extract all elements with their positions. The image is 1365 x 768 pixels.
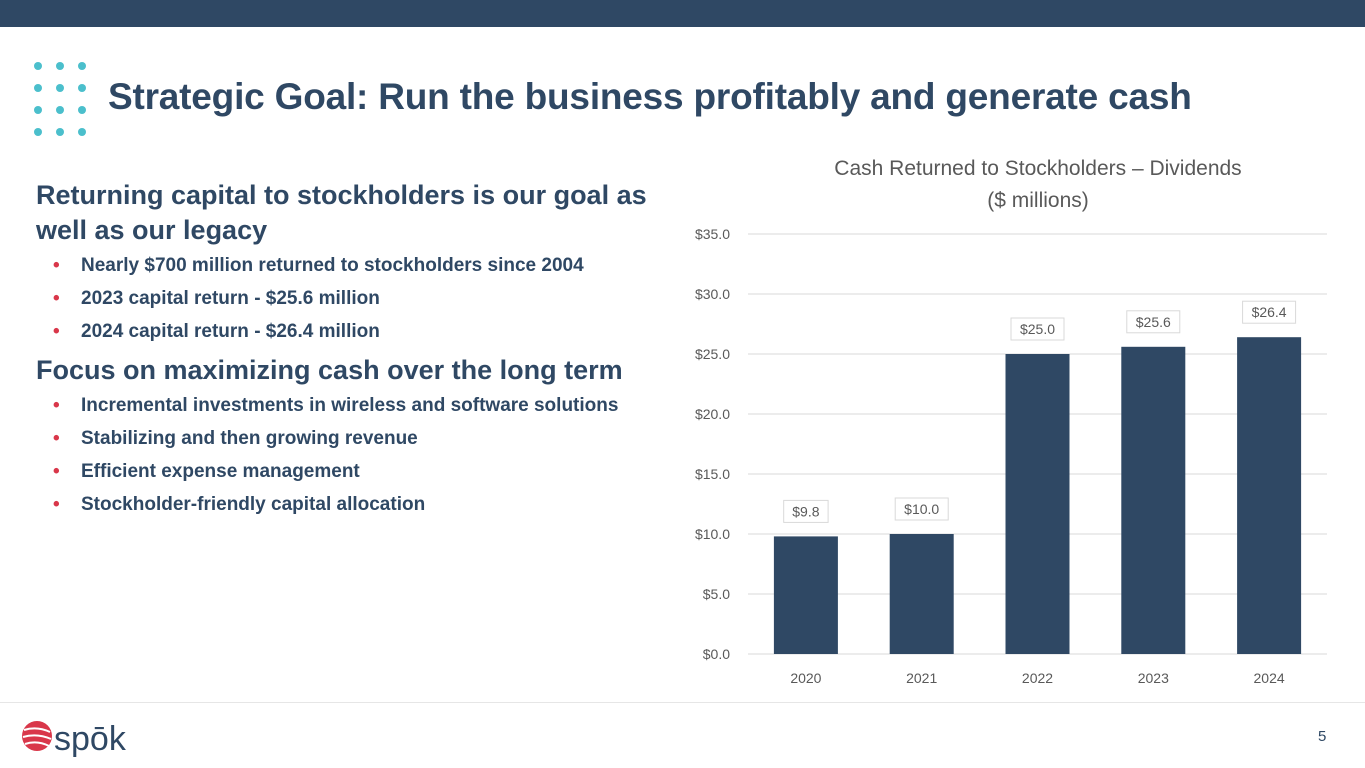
x-tick-label: 2020 (790, 670, 821, 686)
list-item: • 2024 capital return - $26.4 million (53, 321, 380, 342)
y-tick-label: $0.0 (703, 646, 730, 662)
y-tick-label: $30.0 (695, 286, 730, 302)
chart-subtitle: ($ millions) (987, 189, 1089, 212)
bullet-icon: • (53, 255, 60, 276)
y-tick-label: $35.0 (695, 226, 730, 242)
y-tick-label: $10.0 (695, 526, 730, 542)
list-item: • Stockholder-friendly capital allocation (53, 494, 426, 515)
x-tick-label: 2022 (1022, 670, 1053, 686)
bar-2021 (889, 534, 954, 654)
spok-globe-icon (22, 721, 52, 751)
data-label-box (1010, 317, 1065, 341)
data-label-box (894, 497, 949, 521)
dividends-chart: Cash Returned to Stockholders – Dividend… (680, 150, 1350, 695)
bullet-icon: • (53, 461, 60, 482)
bullet-icon: • (53, 428, 60, 449)
x-tick-label: 2023 (1138, 670, 1169, 686)
y-tick-label: $25.0 (695, 346, 730, 362)
slide-title: Strategic Goal: Run the business profita… (108, 76, 1192, 117)
data-label-box (1242, 300, 1297, 324)
top-bar (0, 0, 1365, 27)
footer-divider (0, 702, 1365, 703)
page-number: 5 (1318, 728, 1327, 745)
y-tick-label: $5.0 (703, 586, 730, 602)
list-item: • Nearly $700 million returned to stockho… (53, 255, 584, 276)
data-label: $10.0 (904, 501, 939, 517)
bullet-icon: • (53, 395, 60, 416)
data-label: $25.0 (1020, 321, 1055, 337)
list-item: • Incremental investments in wireless and… (53, 395, 619, 416)
content-column: Returning capital to stockholders is our… (36, 178, 676, 526)
list-item: • 2023 capital return - $25.6 million (53, 288, 380, 309)
y-tick-label: $20.0 (695, 406, 730, 422)
data-label: $25.6 (1136, 314, 1171, 330)
spok-logo: spōk (18, 712, 138, 760)
x-tick-label: 2021 (906, 670, 937, 686)
x-tick-label: 2024 (1254, 670, 1285, 686)
y-tick-label: $15.0 (695, 466, 730, 482)
dot-grid-icon (34, 62, 94, 138)
bar-2022 (1005, 354, 1070, 654)
bar-2024 (1237, 337, 1302, 654)
bar-2020 (773, 536, 838, 654)
logo-wordmark: spōk (54, 720, 127, 758)
capital-bullet-list: • Nearly $700 million returned to stockho… (36, 254, 676, 344)
bullet-icon: • (53, 321, 60, 342)
data-label: $9.8 (792, 503, 819, 519)
list-item: • Stabilizing and then growing revenue (53, 428, 418, 449)
bullet-icon: • (53, 288, 60, 309)
chart-svg: Cash Returned to Stockholders – Dividend… (695, 157, 1327, 686)
data-label-box (783, 499, 829, 523)
list-item: • Efficient expense management (53, 461, 360, 482)
bar-2023 (1121, 346, 1186, 654)
section-heading-capital: Returning capital to stockholders is our… (36, 180, 647, 245)
chart-title: Cash Returned to Stockholders – Dividend… (834, 157, 1241, 180)
data-label: $26.4 (1252, 304, 1287, 320)
cash-bullet-list: • Incremental investments in wireless and… (36, 394, 676, 517)
bullet-icon: • (53, 494, 60, 515)
data-label-box (1126, 310, 1181, 334)
section-heading-cash: Focus on maximizing cash over the long t… (36, 355, 623, 385)
